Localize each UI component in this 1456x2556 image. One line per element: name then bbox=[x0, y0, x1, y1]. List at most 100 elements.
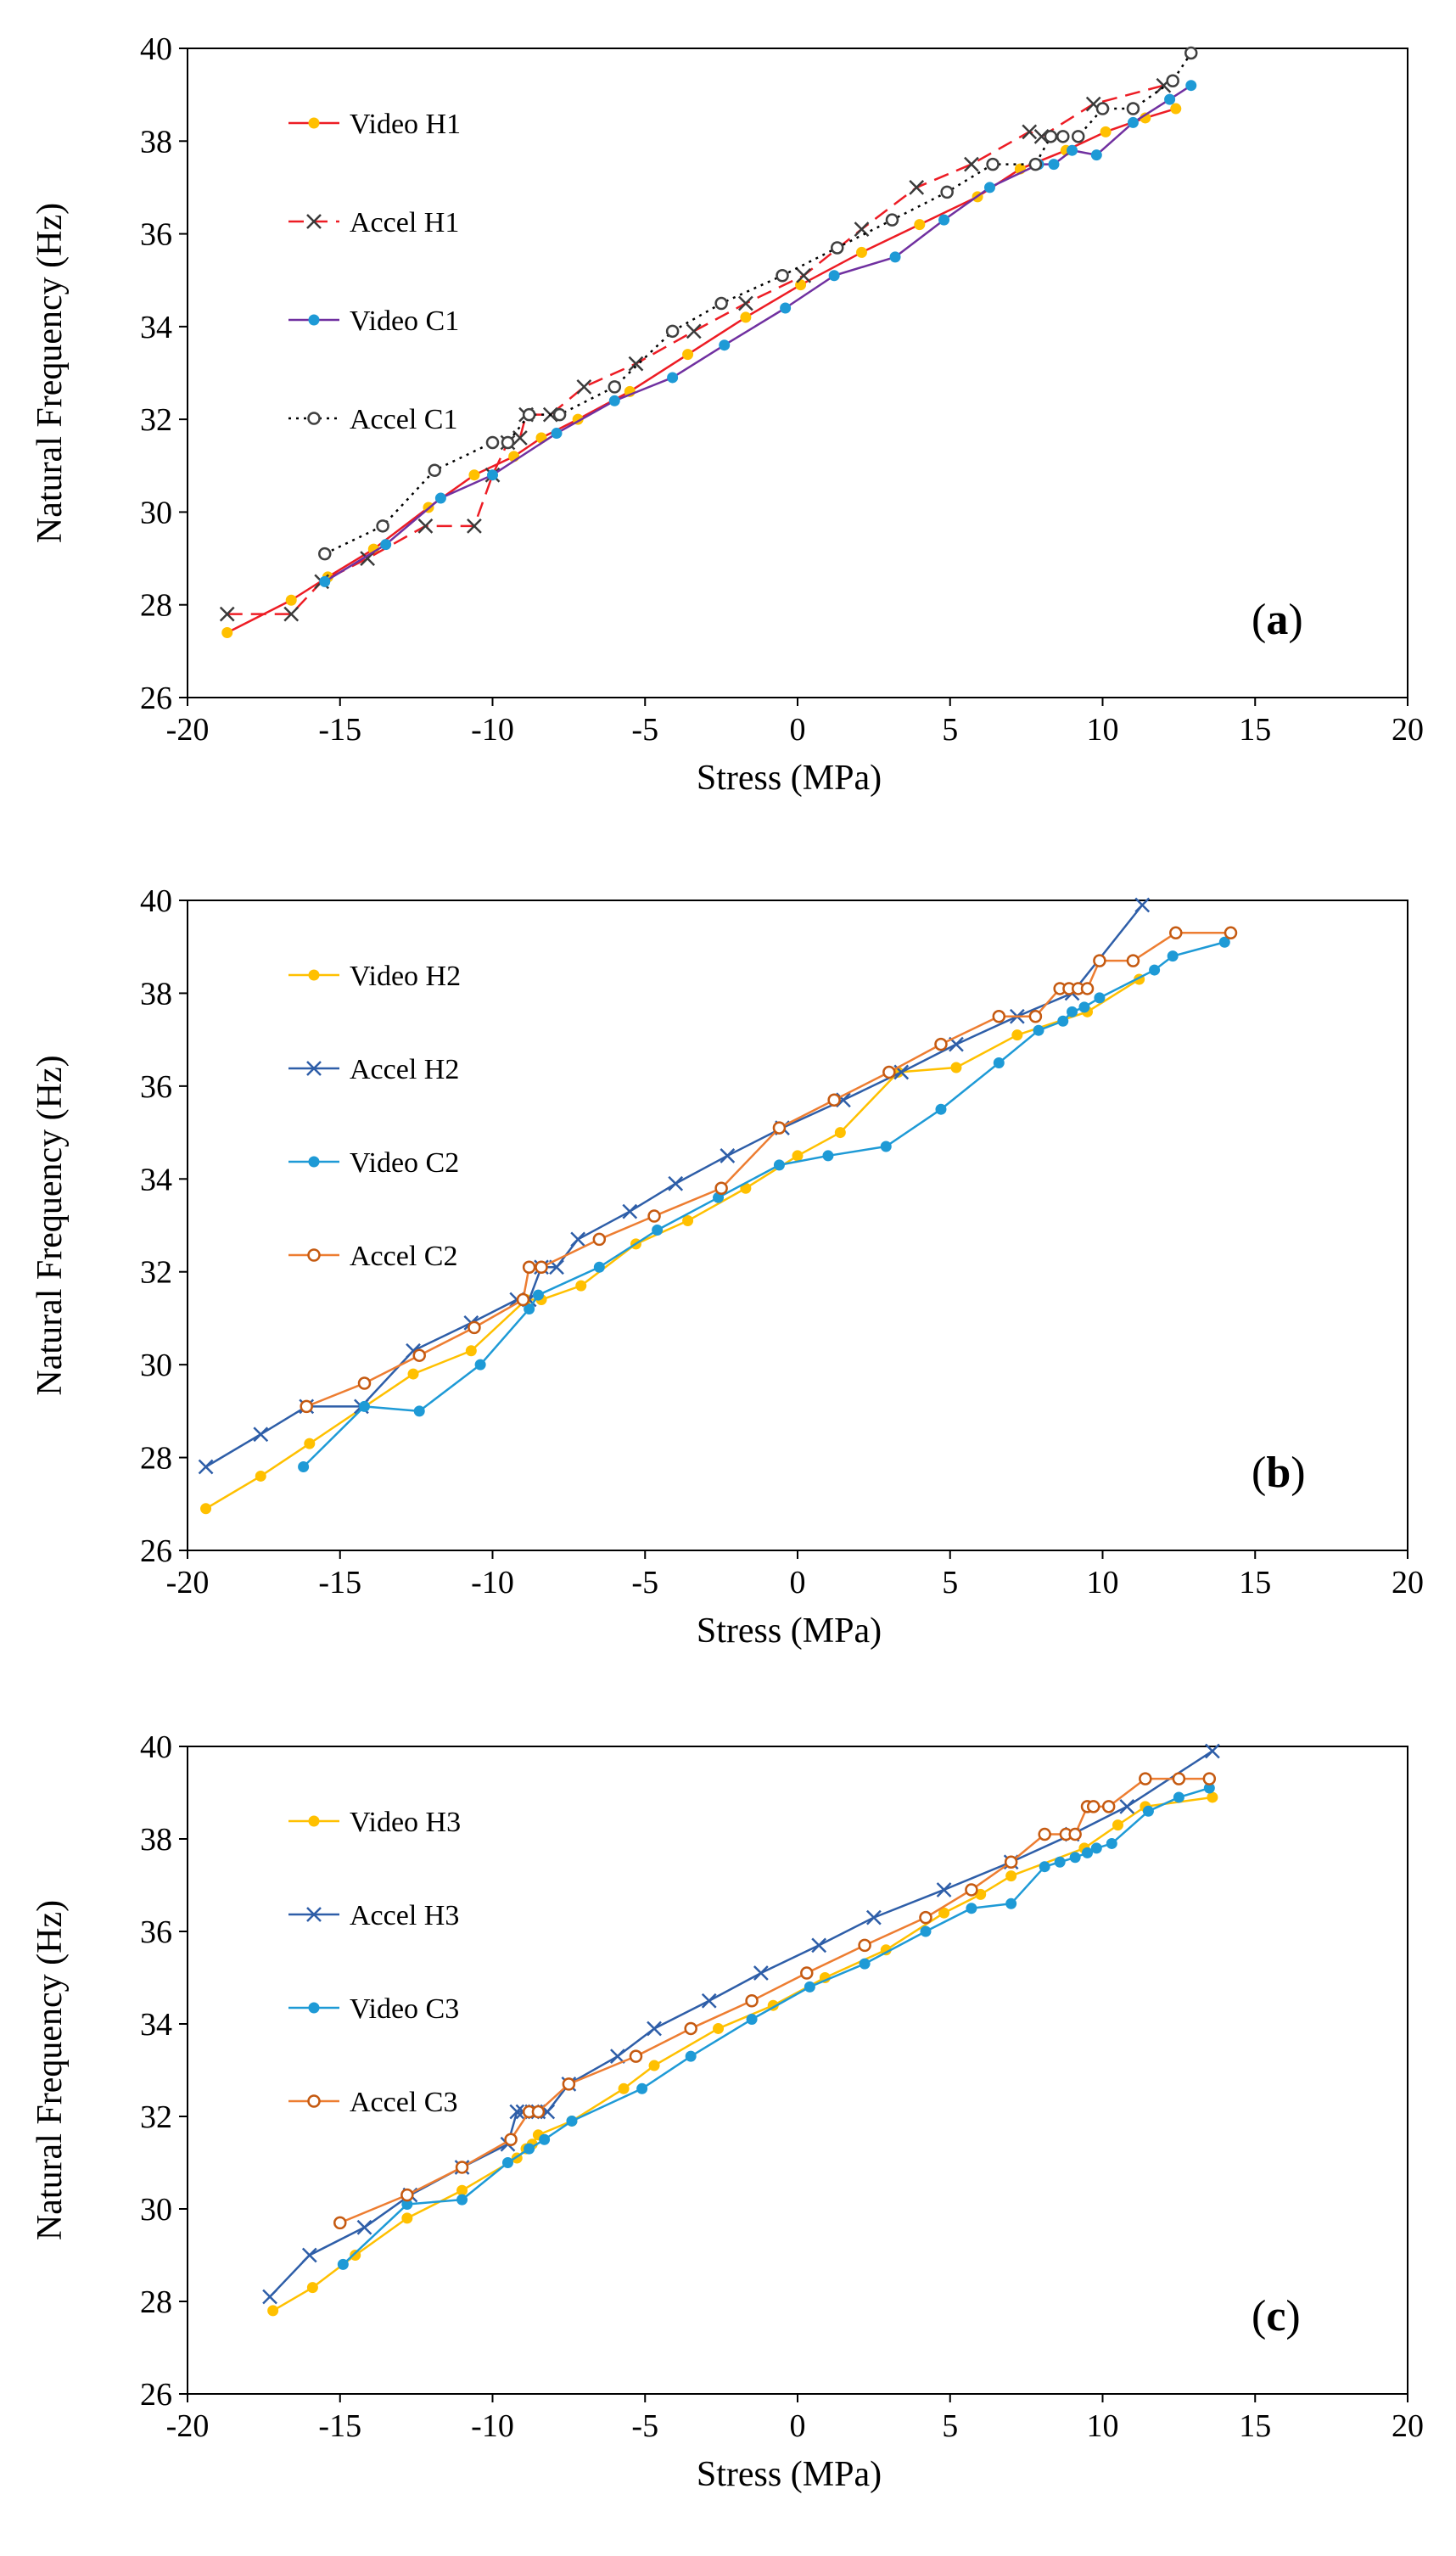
data-point bbox=[318, 547, 332, 561]
data-point bbox=[667, 372, 679, 384]
data-point bbox=[1057, 1015, 1069, 1027]
panel-label: (c) bbox=[1252, 2292, 1301, 2340]
data-point bbox=[1095, 102, 1110, 115]
y-tick-label: 36 bbox=[140, 217, 172, 253]
data-point bbox=[516, 1292, 530, 1307]
data-point bbox=[456, 2194, 468, 2206]
data-point bbox=[304, 1438, 316, 1449]
x-axis-title: Stress (MPa) bbox=[697, 2455, 882, 2494]
data-point bbox=[920, 1925, 932, 1937]
data-point bbox=[535, 1260, 548, 1274]
data-point bbox=[772, 1121, 787, 1135]
data-point bbox=[575, 1280, 587, 1292]
data-point bbox=[501, 435, 515, 450]
series-accel-h2 bbox=[198, 897, 1151, 1475]
data-point bbox=[828, 270, 840, 282]
x-tick-label: 0 bbox=[790, 712, 806, 748]
data-point bbox=[219, 606, 235, 622]
y-tick-label: 34 bbox=[140, 1162, 172, 1197]
data-point bbox=[701, 1993, 717, 2009]
data-point bbox=[1067, 1006, 1078, 1017]
y-tick-label: 32 bbox=[140, 402, 172, 438]
data-point bbox=[485, 435, 500, 450]
x-tick-label: -20 bbox=[166, 2408, 210, 2444]
y-tick-label: 38 bbox=[140, 124, 172, 160]
data-point bbox=[1224, 926, 1238, 940]
data-point bbox=[738, 295, 753, 311]
x-tick-label: -5 bbox=[631, 1565, 658, 1600]
legend: Video H2 Accel H2 Video C2 Accel C2 bbox=[288, 961, 461, 1272]
data-point bbox=[1170, 103, 1182, 115]
series-video-c1 bbox=[319, 80, 1197, 587]
data-point bbox=[539, 2133, 551, 2145]
y-tick-label: 38 bbox=[140, 976, 172, 1012]
x-tick-label: 20 bbox=[1392, 712, 1424, 748]
x-tick-label: -15 bbox=[318, 2408, 361, 2444]
panel-label-paren: ) bbox=[1291, 1449, 1305, 1497]
data-point bbox=[909, 180, 925, 195]
data-point bbox=[1100, 126, 1112, 137]
data-point bbox=[934, 1037, 948, 1051]
x-axis-title: Stress (MPa) bbox=[697, 1612, 882, 1651]
data-point bbox=[940, 185, 954, 199]
data-point bbox=[685, 2050, 697, 2062]
data-point bbox=[880, 1141, 892, 1152]
data-point bbox=[648, 2060, 660, 2071]
x-tick-label: -5 bbox=[631, 712, 658, 748]
data-point bbox=[804, 1981, 815, 1993]
data-point bbox=[647, 2021, 662, 2037]
data-point bbox=[714, 1181, 728, 1195]
data-point bbox=[1082, 1847, 1094, 1858]
data-point bbox=[610, 2049, 625, 2065]
data-point bbox=[300, 1399, 313, 1414]
x-tick-label: -20 bbox=[166, 712, 210, 748]
chart-panel-c: -20 -15 -10 -5 0 5 10 15 20 26 28 30 32 34 36 38 40 Stres… bbox=[31, 1729, 1424, 2494]
x-tick-label: -5 bbox=[631, 2408, 658, 2444]
legend-swatch-marker bbox=[306, 214, 322, 229]
data-point bbox=[1142, 1805, 1154, 1817]
legend-label: Accel H3 bbox=[350, 1900, 459, 1931]
data-point bbox=[1056, 130, 1070, 143]
plot-area-frame bbox=[187, 900, 1408, 1551]
data-point bbox=[652, 1224, 664, 1236]
data-point bbox=[1004, 1855, 1018, 1869]
data-point bbox=[865, 1909, 882, 1925]
data-point bbox=[1033, 1024, 1044, 1036]
data-point bbox=[983, 182, 995, 193]
data-point bbox=[262, 2289, 277, 2305]
data-point bbox=[608, 395, 620, 406]
data-point bbox=[914, 219, 926, 231]
legend-label: Accel H2 bbox=[350, 1054, 459, 1085]
y-tick-label: 30 bbox=[140, 495, 172, 530]
legend-label: Video C2 bbox=[350, 1147, 459, 1179]
x-tick-label: 5 bbox=[942, 2408, 958, 2444]
data-point bbox=[800, 1966, 814, 1980]
y-tick-label: 32 bbox=[140, 2099, 172, 2135]
data-point bbox=[532, 1289, 544, 1301]
y-tick-label: 32 bbox=[140, 1255, 172, 1291]
x-tick-label: -10 bbox=[471, 712, 514, 748]
data-point bbox=[855, 246, 867, 258]
data-point bbox=[1028, 157, 1043, 171]
data-point bbox=[740, 311, 752, 323]
data-point bbox=[283, 606, 300, 622]
data-point bbox=[417, 518, 434, 534]
x-tick-label: 20 bbox=[1392, 1565, 1424, 1600]
x-tick-label: 15 bbox=[1239, 712, 1271, 748]
y-tick-label: 26 bbox=[140, 1533, 172, 1569]
x-tick-label: -15 bbox=[318, 1565, 361, 1600]
data-point bbox=[522, 1260, 536, 1274]
series-video-h2 bbox=[200, 973, 1145, 1515]
data-point bbox=[608, 380, 622, 394]
legend: Video H3 Accel H3 Video C3 Accel C3 bbox=[288, 1807, 461, 2118]
data-point bbox=[1185, 80, 1197, 92]
data-point bbox=[562, 2077, 576, 2091]
data-point bbox=[1067, 144, 1078, 156]
data-point bbox=[1090, 149, 1102, 161]
data-point bbox=[776, 269, 789, 283]
data-point bbox=[1071, 130, 1085, 143]
data-point bbox=[629, 2049, 643, 2063]
data-point bbox=[636, 2082, 648, 2094]
data-point bbox=[647, 1209, 661, 1223]
data-point bbox=[1205, 1743, 1220, 1759]
